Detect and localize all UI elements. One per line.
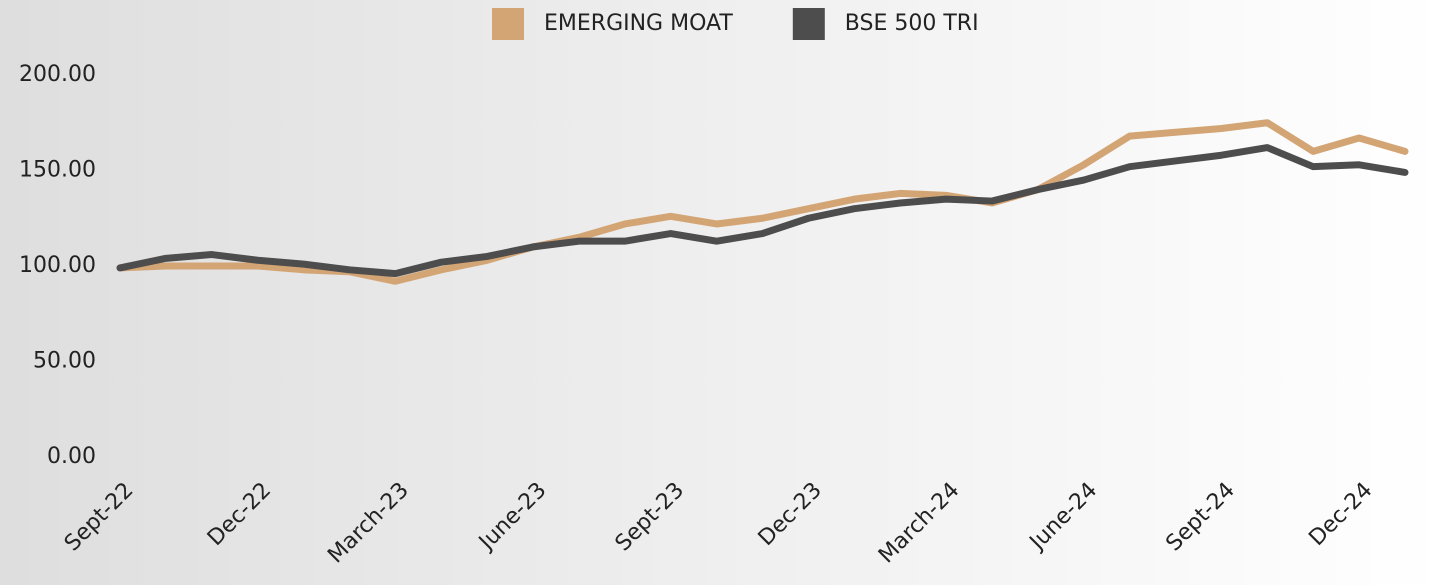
x-tick-label: March-23 [323,478,414,569]
y-tick-label: 200.00 [19,62,96,87]
x-tick-label: Sept-22 [60,478,139,557]
x-tick-label: Sept-24 [1161,478,1240,557]
y-tick-label: 100.00 [19,253,96,278]
x-tick-label: June-23 [473,478,551,556]
series-line [116,144,1409,278]
series-line [116,119,1409,285]
x-tick-label: Dec-22 [203,478,276,551]
legend-swatch [792,8,825,40]
x-tick-label: March-24 [874,478,965,569]
legend-swatch [492,8,524,40]
y-tick-label: 50.00 [33,349,96,374]
x-tick-label: Dec-23 [754,478,827,551]
x-tick-label: Dec-24 [1304,478,1377,551]
x-tick-label: June-24 [1024,478,1102,556]
y-tick-label: 0.00 [47,444,96,469]
legend-label: EMERGING MOAT [544,11,733,36]
y-tick-label: 150.00 [19,158,96,183]
legend-label: BSE 500 TRI [845,11,979,36]
x-tick-label: Sept-23 [611,478,690,557]
